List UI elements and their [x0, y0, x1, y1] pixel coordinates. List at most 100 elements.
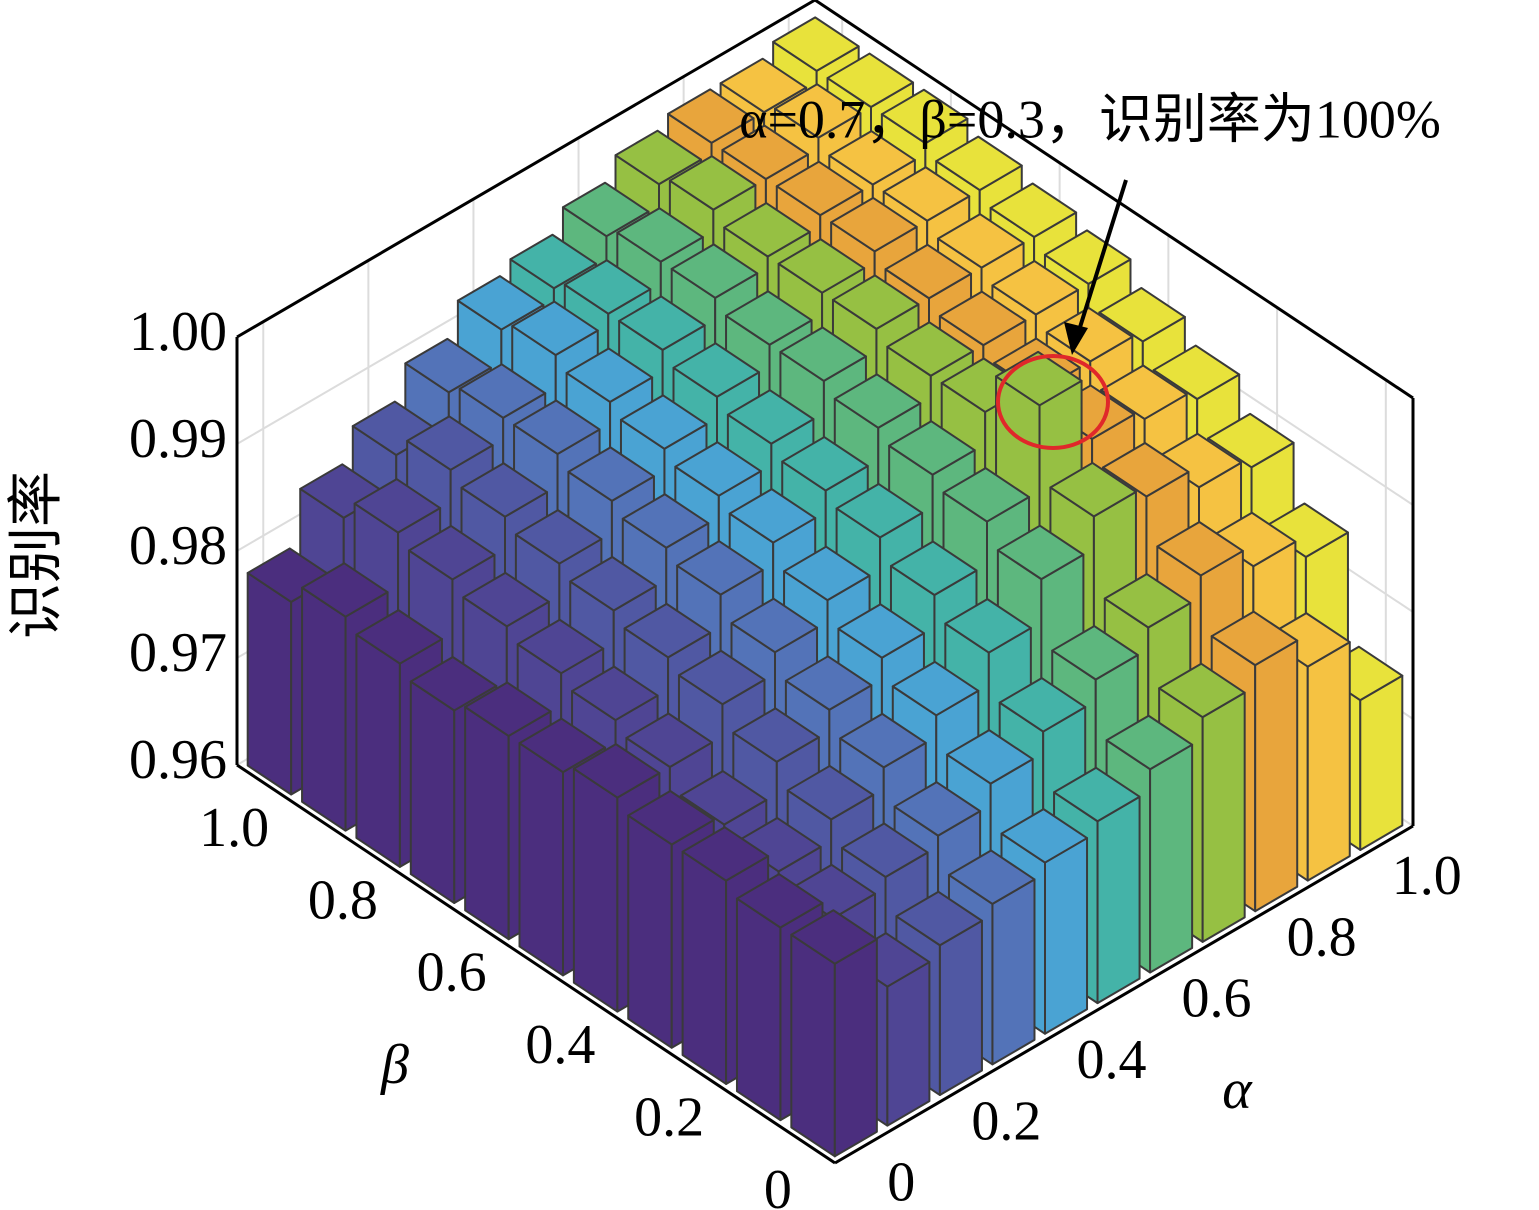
bar-top — [563, 259, 652, 315]
bar-top — [725, 290, 813, 346]
bar-top — [571, 665, 659, 722]
bar-top — [1156, 520, 1244, 577]
bar-top — [1049, 461, 1137, 518]
bar-top — [721, 124, 809, 180]
bar-top — [1152, 344, 1241, 401]
bar-top — [670, 243, 759, 299]
bar-top — [935, 135, 1023, 192]
y-tick-label: 0.2 — [634, 1086, 704, 1148]
bar-top — [1103, 573, 1192, 629]
bar-top — [891, 660, 980, 717]
bar-top — [773, 83, 862, 139]
axis-line — [834, 824, 1414, 1165]
bar-top — [886, 321, 974, 377]
arrow-head — [1064, 322, 1088, 355]
bar-top — [614, 129, 703, 186]
bar-top — [625, 712, 713, 768]
bar-top — [462, 571, 550, 628]
bar-face — [627, 814, 673, 1049]
x-tick-label: 0.2 — [971, 1090, 1041, 1152]
bar-top — [991, 260, 1079, 316]
bars — [246, 16, 1404, 1158]
x-axis-label: α — [1222, 1059, 1253, 1121]
bar — [790, 909, 878, 1158]
bar-top — [786, 764, 875, 821]
bar-top — [456, 275, 545, 331]
bar-top — [668, 155, 757, 211]
bar-top — [621, 493, 710, 549]
bar-top — [623, 602, 712, 659]
bar-top — [723, 202, 811, 258]
z-tick-label: 0.97 — [129, 622, 227, 684]
bar-top — [719, 57, 808, 114]
bar-face — [246, 571, 293, 796]
bar-top — [619, 394, 708, 450]
axis-line — [236, 763, 836, 1165]
bar-top — [677, 649, 766, 706]
bar-top — [565, 347, 654, 403]
bar-top — [1051, 625, 1139, 681]
bar-top — [882, 166, 971, 222]
z-tick-label: 0.99 — [129, 408, 227, 470]
z-tick-label: 1.00 — [129, 301, 227, 363]
bar-top — [674, 441, 762, 497]
x-tick-label: 1.0 — [1392, 845, 1462, 907]
bar-top — [301, 562, 389, 618]
bar-face — [464, 705, 510, 941]
bar-top — [726, 389, 815, 445]
bar-top — [998, 677, 1087, 733]
bar-top — [460, 462, 549, 518]
z-axis-label: 识别率 — [6, 471, 68, 639]
bar-top — [355, 609, 443, 665]
bar-top — [732, 707, 820, 763]
bar-top — [1158, 662, 1246, 719]
bar-top — [884, 243, 973, 300]
bar-face — [938, 919, 983, 1097]
bar-face — [1096, 795, 1141, 1005]
bar-top — [837, 603, 925, 659]
annotation: α=0.7，β=0.3，识别率为100% — [739, 89, 1441, 149]
axes-box — [235, 0, 1415, 1165]
bar-top — [735, 873, 824, 929]
bar-top — [667, 88, 755, 144]
bar-top — [406, 415, 494, 471]
bar-top — [514, 509, 603, 565]
y-tick-label: 0.6 — [417, 942, 487, 1004]
bar-top — [839, 712, 927, 769]
bar-top — [1207, 412, 1295, 469]
bar-face — [833, 938, 878, 1158]
bar-top — [833, 373, 922, 429]
bar-top — [835, 482, 924, 539]
bar-top — [1101, 442, 1190, 498]
bar-face — [572, 767, 619, 1013]
bar-face — [301, 586, 347, 832]
bar-top — [561, 181, 650, 238]
bar-top — [627, 790, 715, 846]
bar-face — [1149, 743, 1194, 974]
bar-face — [681, 850, 728, 1085]
axis-line — [814, 0, 1414, 400]
bar-top — [946, 729, 1034, 785]
bar-top — [1098, 286, 1186, 343]
highlight-circle — [996, 354, 1110, 450]
bar-top — [567, 446, 655, 502]
z-tick-label: 0.96 — [129, 729, 227, 791]
y-axis-label: β — [380, 1034, 409, 1096]
bar-top — [730, 597, 819, 654]
bar-top — [942, 467, 1031, 523]
z-tick-label: 0.98 — [129, 515, 227, 577]
bar-top — [996, 524, 1085, 581]
bar-top — [511, 300, 599, 357]
bar-top — [880, 88, 969, 145]
bar-face — [1254, 639, 1299, 913]
bar-face — [1044, 837, 1089, 1035]
x-tick-label: 0.8 — [1287, 906, 1357, 968]
bar-top — [404, 337, 492, 394]
labels: 0.960.970.980.991.0000.20.40.60.81.000.2… — [129, 301, 1462, 1210]
bar-top — [728, 488, 817, 544]
bar-face — [409, 680, 456, 905]
bar-top — [1045, 306, 1134, 363]
bar-top — [616, 207, 704, 263]
bar-top — [889, 540, 978, 596]
